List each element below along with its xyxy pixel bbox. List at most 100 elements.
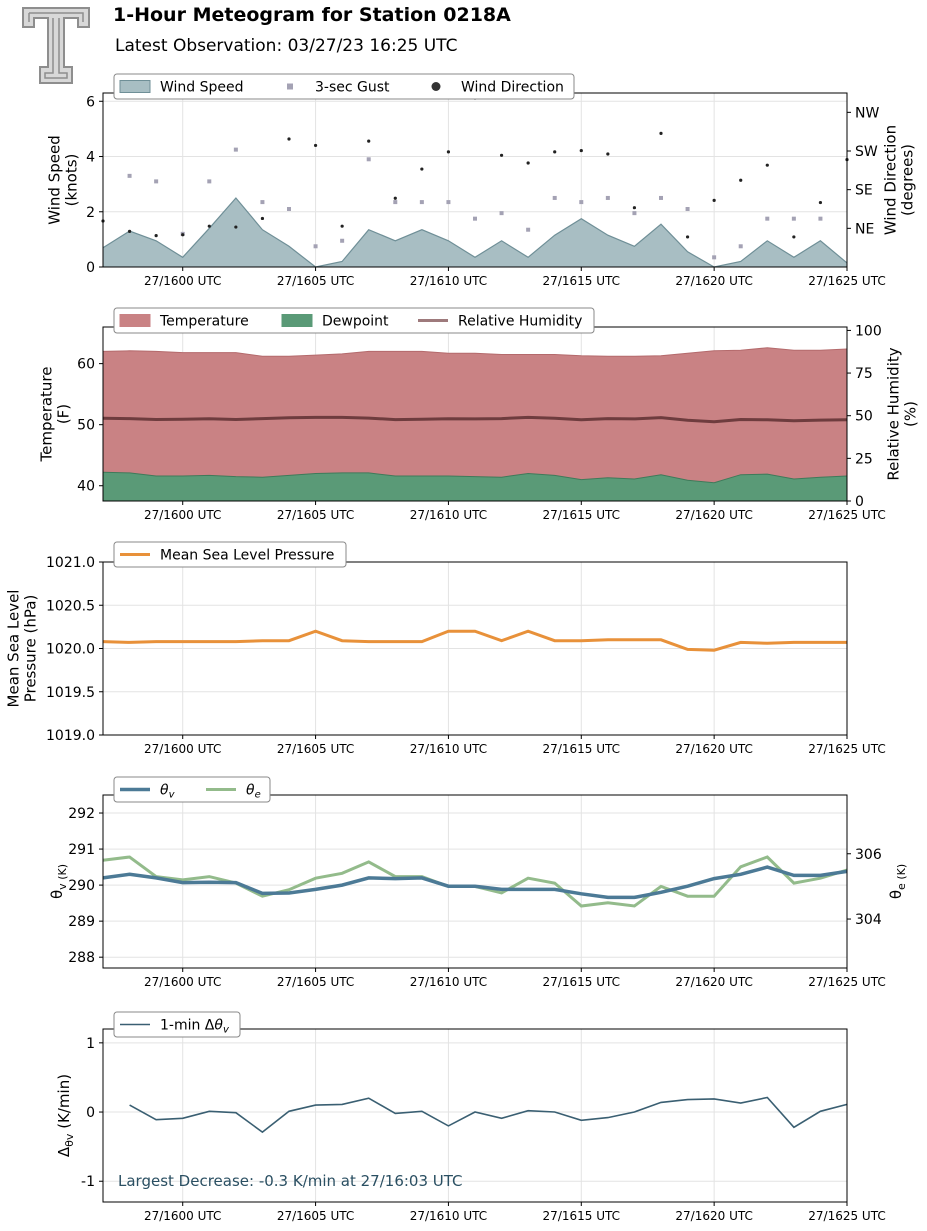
pressure-x-tick-label: 27/1600 UTC <box>144 742 221 756</box>
wind-direction-point <box>659 131 663 135</box>
gust-point <box>366 157 371 162</box>
temp-x-tick-label: 27/1610 UTC <box>410 508 487 522</box>
page-title: 1-Hour Meteogram for Station 0218A <box>113 4 511 26</box>
wind-x-tick-label: 27/1620 UTC <box>675 274 752 288</box>
gust-point <box>632 211 637 216</box>
wind-legend-label: Wind Direction <box>461 80 564 96</box>
temp-legend-label: Temperature <box>159 314 249 330</box>
temp-y2-tick-label: 50 <box>855 409 873 425</box>
wind-direction-point <box>712 198 716 203</box>
theta-y2-tick-label: 304 <box>855 912 882 928</box>
wind-direction-point <box>553 150 557 154</box>
wind-direction-point <box>207 224 211 228</box>
theta-x-tick-label: 27/1620 UTC <box>675 975 752 989</box>
theta-frame <box>102 794 848 969</box>
gust-point <box>154 179 159 184</box>
temp-x-tick-label: 27/1600 UTC <box>144 508 221 522</box>
gust-point <box>446 200 451 205</box>
wind-direction-point <box>367 139 371 143</box>
dtheta-x-tick-label: 27/1625 UTC <box>808 1209 885 1223</box>
wind-direction-point <box>446 150 451 154</box>
gust-point <box>499 211 504 216</box>
temp-y2label: Relative Humidity(%) <box>885 347 920 480</box>
largest-decrease-annotation: Largest Decrease: -0.3 K/min at 27/16:03… <box>118 1172 463 1190</box>
wind-legend-box <box>113 73 575 100</box>
temp-legend-label: Relative Humidity <box>458 314 582 330</box>
logo <box>22 7 90 84</box>
theta-legend-box <box>113 776 271 803</box>
temp-y-tick-label: 60 <box>77 357 95 373</box>
pressure-x-tick-label: 27/1610 UTC <box>410 742 487 756</box>
temp-legend-patch <box>119 314 151 327</box>
wind-speed-area <box>103 198 847 267</box>
theta-ylabel: θv (K) <box>48 864 69 899</box>
wind-y2-tick-label: SE <box>855 183 873 199</box>
wind-legend-label: 3-sec Gust <box>315 80 390 96</box>
gust-point <box>127 173 132 178</box>
pressure-x-tick-label: 27/1625 UTC <box>808 742 885 756</box>
wind-direction-point <box>499 153 504 157</box>
gust-point <box>207 179 212 184</box>
wind-direction-point <box>526 161 530 165</box>
gust-point <box>765 216 770 221</box>
dtheta-frame <box>102 1028 848 1203</box>
temperature-area <box>103 347 847 501</box>
wind-direction-point <box>739 178 743 182</box>
theta-x-tick-label: 27/1610 UTC <box>410 975 487 989</box>
gust-point <box>287 207 291 211</box>
temp-y2-tick-label: 0 <box>855 494 864 510</box>
dtheta-legend-label: 1-min Δθv <box>160 1018 230 1036</box>
temp-y-tick-label: 40 <box>77 479 95 495</box>
dtheta-x-tick-label: 27/1615 UTC <box>543 1209 620 1223</box>
dtheta-y-tick-label: -1 <box>81 1174 95 1190</box>
wind-direction-point <box>579 148 583 153</box>
wind-y2-tick-label: SW <box>855 144 878 160</box>
theta-y-tick-label: 289 <box>68 914 95 930</box>
theta-y-tick-label: 291 <box>68 842 95 858</box>
theta-x-tick-label: 27/1625 UTC <box>808 975 885 989</box>
temp-x-tick-label: 27/1605 UTC <box>277 508 354 522</box>
theta-y-tick-label: 288 <box>68 950 95 966</box>
pressure-y-tick-label: 1021.0 <box>46 555 95 571</box>
wind-y-tick-label: 0 <box>86 260 95 276</box>
wind-legend-patch <box>119 80 151 93</box>
pressure-frame <box>102 561 848 736</box>
wind-ylabel: Wind Speed(knots) <box>46 135 81 225</box>
dtheta-line <box>129 1096 848 1134</box>
dtheta-x-tick-label: 27/1600 UTC <box>144 1209 221 1223</box>
temp-ylabel: Temperature(F) <box>38 366 73 462</box>
wind-direction-point <box>260 216 265 221</box>
dtheta-ylabel: Δθv (K/min) <box>55 1074 76 1157</box>
theta-legend-label: θv <box>160 783 176 801</box>
page-subtitle: Latest Observation: 03/27/23 16:25 UTC <box>115 36 458 56</box>
gust-point <box>233 147 238 152</box>
wind-direction-point <box>606 152 610 156</box>
wind-x-tick-label: 27/1625 UTC <box>808 274 885 288</box>
theta-x-tick-label: 27/1600 UTC <box>144 975 221 989</box>
temp-y2-tick-label: 100 <box>855 323 882 339</box>
dewpoint-line <box>102 471 848 484</box>
theta-y-tick-label: 290 <box>68 878 95 894</box>
gust-point <box>579 200 584 205</box>
temp-legend-patch <box>281 314 313 327</box>
temp-y-tick-label: 50 <box>77 418 95 434</box>
dewpoint-area <box>103 472 847 501</box>
wind-direction-point <box>127 229 132 233</box>
pressure-y-tick-label: 1019.5 <box>46 685 95 701</box>
wind-direction-point <box>313 143 318 148</box>
wind-direction-point <box>765 163 769 167</box>
wind-direction-point <box>393 196 397 200</box>
temp-legend-box <box>113 307 595 334</box>
wind-direction-point <box>287 137 291 141</box>
dtheta-x-tick-label: 27/1620 UTC <box>675 1209 752 1223</box>
dtheta-y-tick-label: 1 <box>86 1036 95 1052</box>
wind-y-tick-label: 6 <box>86 94 95 110</box>
wind-direction-point <box>420 167 424 171</box>
wind-y2label: Wind Direction(degrees) <box>882 125 917 235</box>
gust-point <box>419 200 424 205</box>
wind-y-tick-label: 4 <box>86 150 95 166</box>
wind-direction-point <box>632 206 637 210</box>
wind-legend-marker <box>287 83 293 90</box>
pressure-x-tick-label: 27/1605 UTC <box>277 742 354 756</box>
